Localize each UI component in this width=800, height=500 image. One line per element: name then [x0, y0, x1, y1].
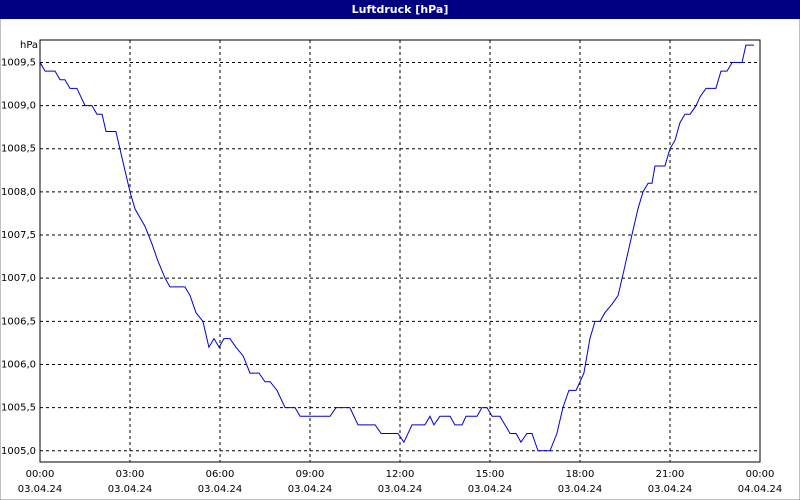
x-tick-date: 03.04.24 [108, 484, 153, 495]
y-tick-label: 1006,0 [1, 359, 36, 370]
x-tick-label: 06:00 [206, 469, 235, 480]
x-tick-date: 03.04.24 [198, 484, 243, 495]
x-tick-date: 03.04.24 [378, 484, 423, 495]
x-tick-date: 03.04.24 [468, 484, 513, 495]
y-tick-label: 1007,5 [1, 230, 36, 241]
y-tick-label: 1008,0 [1, 187, 36, 198]
x-tick-label: 09:00 [296, 469, 325, 480]
y-tick-label: 1005,5 [1, 403, 36, 414]
x-tick-date: 03.04.24 [18, 484, 63, 495]
x-tick-label: 12:00 [386, 469, 415, 480]
title-bar [0, 0, 800, 19]
x-tick-date: 03.04.24 [288, 484, 333, 495]
x-tick-label: 21:00 [656, 469, 685, 480]
x-tick-date: 03.04.24 [648, 484, 693, 495]
x-tick-label: 00:00 [26, 469, 55, 480]
x-tick-date: 03.04.24 [558, 484, 603, 495]
y-tick-label: 1009,5 [1, 57, 36, 68]
y-tick-label: 1007,0 [1, 273, 36, 284]
y-tick-label: 1009,0 [1, 101, 36, 112]
chart-title: Luftdruck [hPa] [352, 3, 449, 16]
y-tick-label: 1005,0 [1, 446, 36, 457]
y-tick-label: 1006,5 [1, 316, 36, 327]
y-tick-label: 1008,5 [1, 144, 36, 155]
y-unit: hPa [20, 40, 38, 51]
x-tick-label: 15:00 [476, 469, 505, 480]
x-tick-label: 00:00 [746, 469, 775, 480]
x-tick-label: 18:00 [566, 469, 595, 480]
data-line [39, 44, 754, 452]
x-tick-label: 03:00 [116, 469, 145, 480]
x-tick-date: 04.04.24 [738, 484, 783, 495]
